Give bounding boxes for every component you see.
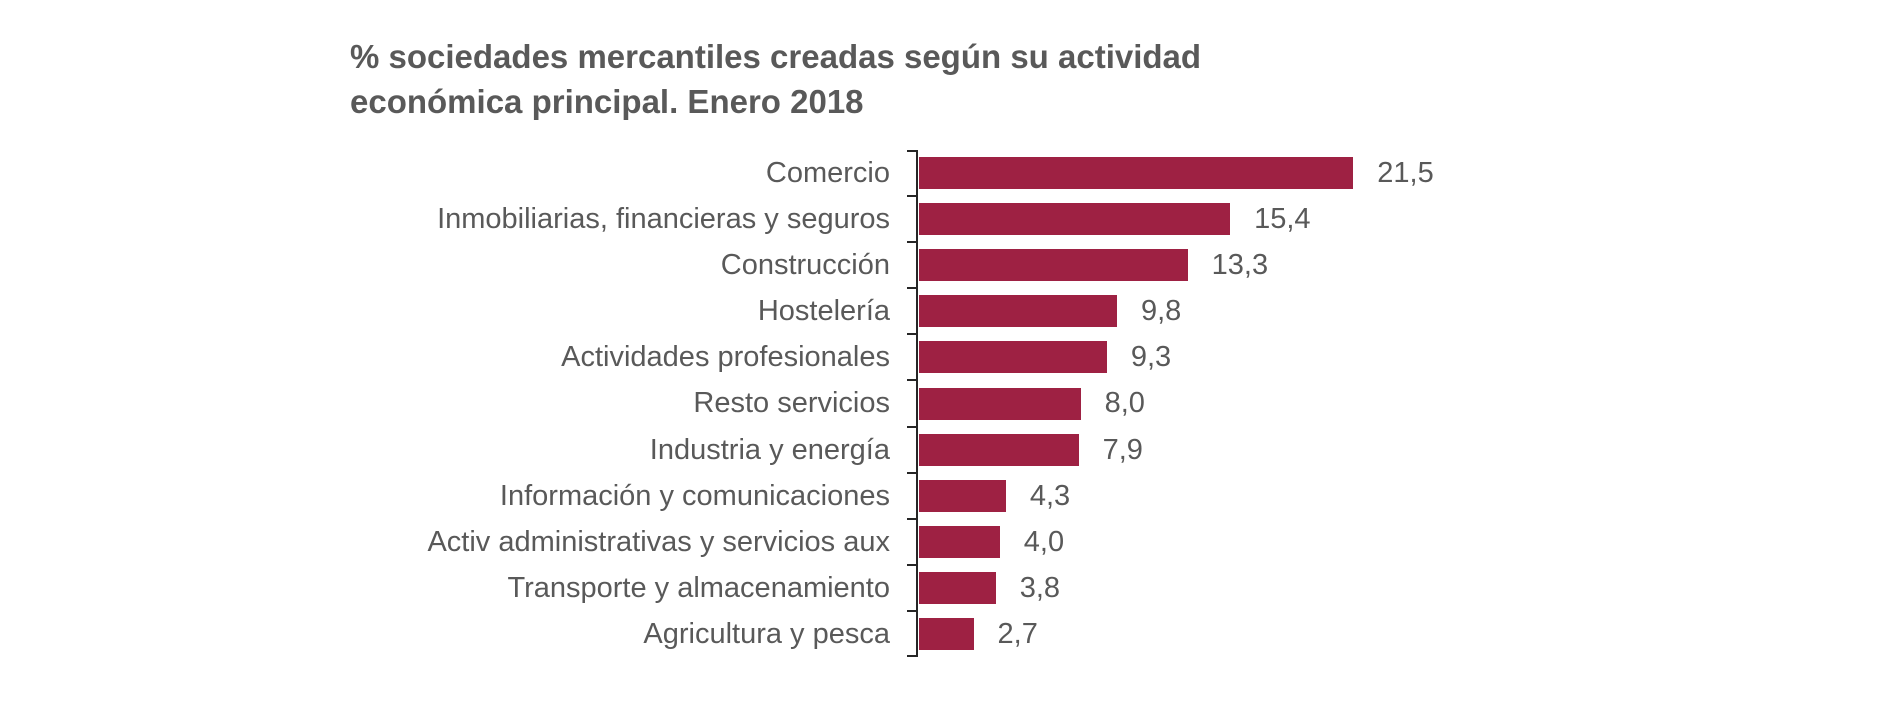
y-axis-tick xyxy=(907,333,916,336)
value-label: 4,0 xyxy=(1023,525,1065,558)
value-label: 4,3 xyxy=(1029,479,1071,512)
chart-title-line-2: económica principal. Enero 2018 xyxy=(350,83,864,120)
bar xyxy=(919,525,1000,558)
value-label: 8,0 xyxy=(1104,387,1145,420)
bar xyxy=(919,571,996,604)
value-label: 3,8 xyxy=(1019,571,1061,604)
chart-title: % sociedades mercantiles creadas según s… xyxy=(350,34,1201,124)
value-label: 21,5 xyxy=(1377,157,1434,189)
value-label: 9,8 xyxy=(1140,295,1182,328)
category-label: Inmobiliarias, financieras y seguros xyxy=(437,203,890,236)
category-label: Industria y energía xyxy=(649,433,890,466)
value-label: 7,9 xyxy=(1102,433,1143,466)
y-axis-tick xyxy=(907,150,916,152)
category-label: Construcción xyxy=(720,249,890,282)
bar xyxy=(919,387,1081,420)
y-axis-tick xyxy=(907,655,916,657)
bar xyxy=(919,249,1188,282)
y-axis-tick xyxy=(907,609,916,612)
value-label: 15,4 xyxy=(1254,203,1311,236)
y-axis-tick xyxy=(907,195,916,198)
category-label: Comercio xyxy=(765,157,890,189)
y-axis-tick xyxy=(907,517,916,520)
value-label: 9,3 xyxy=(1130,341,1172,374)
y-axis-tick xyxy=(907,425,916,428)
category-label: Activ administrativas y servicios aux xyxy=(427,525,890,558)
chart-title-line-1: % sociedades mercantiles creadas según s… xyxy=(350,38,1202,75)
category-label: Agricultura y pesca xyxy=(643,617,890,650)
y-axis-tick xyxy=(907,471,916,474)
value-label: 13,3 xyxy=(1211,249,1269,282)
y-axis-tick xyxy=(907,241,916,244)
category-label: Actividades profesionales xyxy=(561,341,890,374)
category-label: Hostelería xyxy=(757,295,890,328)
bar xyxy=(919,433,1079,466)
bar xyxy=(919,295,1117,328)
y-axis-tick xyxy=(907,563,916,566)
bar xyxy=(919,479,1006,512)
y-axis-tick xyxy=(907,379,916,382)
bar xyxy=(919,341,1107,374)
y-axis-line xyxy=(916,150,918,657)
bar xyxy=(919,157,1354,190)
category-label: Información y comunicaciones xyxy=(499,479,890,512)
category-label: Transporte y almacenamiento xyxy=(507,571,890,604)
bar xyxy=(919,617,974,650)
y-axis-tick xyxy=(907,287,916,290)
category-label: Resto servicios xyxy=(693,387,890,420)
value-label: 2,7 xyxy=(997,617,1038,650)
bar xyxy=(919,203,1231,236)
